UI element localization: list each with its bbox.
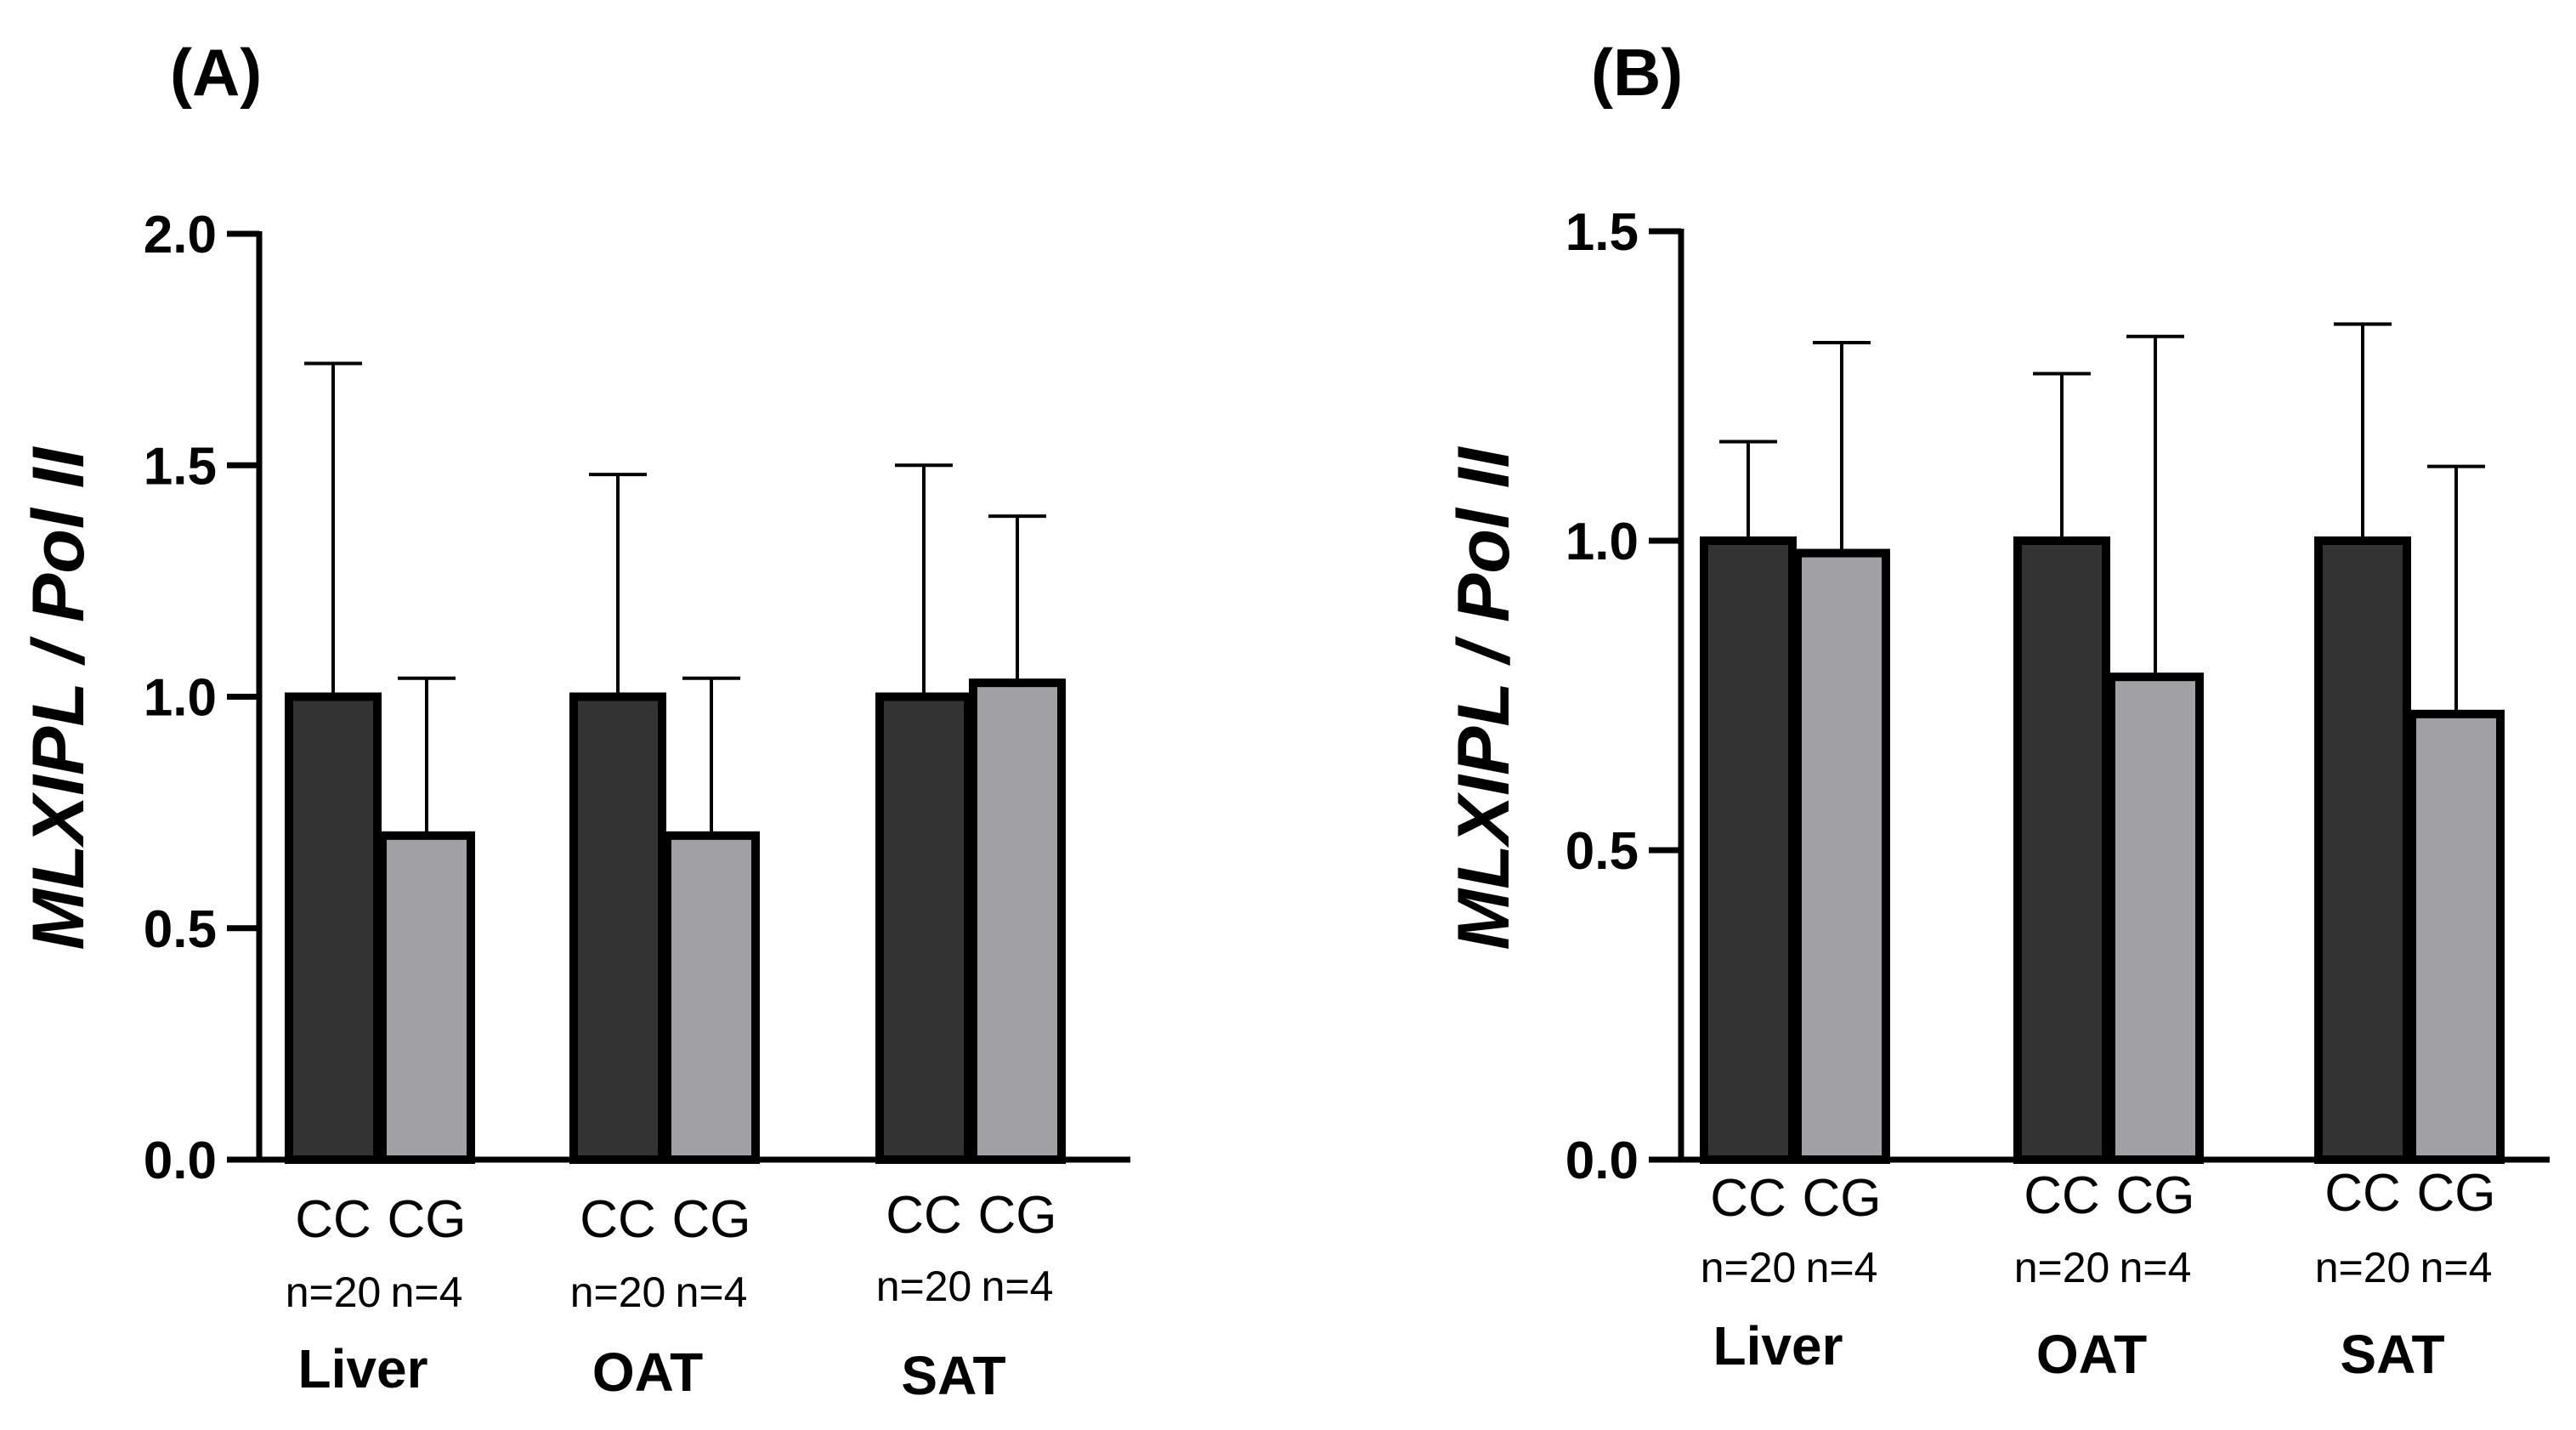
bar-genotype-label: CC [886,1186,962,1245]
bar-sample-size-label: n=4 [1806,1244,1878,1291]
bar-genotype-label: CG [2417,1164,2496,1223]
y-tick-label: 1.5 [144,437,217,496]
bar-sample-size-label: n=20 [1701,1244,1797,1291]
tissue-label: OAT [592,1342,703,1403]
bar-sample-size-label: n=4 [2420,1244,2493,1291]
y-tick-label: 1.0 [1565,513,1639,571]
panel-a: (A)MLXIPL / Pol II0.00.51.01.52.0CCn=20C… [18,35,1130,1406]
bar-sample-size-label: n=4 [676,1268,748,1316]
y-tick-label: 0.0 [144,1132,217,1190]
y-axis-label: MLXIPL / Pol II [18,445,99,950]
bar-genotype-label: CC [2024,1166,2100,1225]
bar-genotype-label: CC [2324,1164,2401,1223]
tissue-label: Liver [1713,1315,1843,1376]
y-axis-label: MLXIPL / Pol II [1443,445,1525,950]
y-tick-label: 1.0 [144,669,217,728]
y-tick-label: 0.5 [1565,822,1639,881]
tissue-label: OAT [2036,1324,2147,1385]
bar-genotype-label: CG [388,1190,467,1249]
bar-oat-cc [569,692,666,1164]
bar-liver-cg [1793,548,1890,1164]
bar-sample-size-label: n=20 [2315,1244,2411,1291]
bar-genotype-label: CG [1803,1169,1882,1228]
bar-genotype-label: CG [672,1190,751,1249]
bar-sample-size-label: n=20 [2014,1244,2110,1291]
bar-liver-cc [285,692,382,1164]
bar-liver-cc [1700,536,1797,1164]
y-tick-label: 0.0 [1565,1132,1639,1190]
tissue-label: SAT [2340,1324,2444,1385]
y-tick-label: 2.0 [144,206,217,264]
bar-sat-cg [969,678,1066,1164]
bar-sample-size-label: n=20 [286,1268,382,1316]
bar-sample-size-label: n=4 [2120,1244,2192,1291]
bar-sample-size-label: n=4 [391,1268,463,1316]
panel-label: (A) [170,35,262,110]
bar-sample-size-label: n=20 [570,1268,666,1316]
panel-b: (B)MLXIPL / Pol II0.00.51.01.5CCn=20CGn=… [1443,35,2550,1385]
panel-label: (B) [1591,35,1683,110]
bar-oat-cg [663,831,760,1164]
bar-oat-cc [2013,536,2110,1164]
y-tick-label: 0.5 [144,900,217,959]
tissue-label: SAT [901,1345,1005,1406]
bar-liver-cg [378,831,475,1164]
bar-sat-cc [875,692,972,1164]
bar-genotype-label: CG [978,1186,1057,1245]
bar-sat-cg [2408,709,2505,1164]
bar-genotype-label: CC [1710,1169,1786,1228]
bar-sat-cc [2314,536,2411,1164]
y-tick-label: 1.5 [1565,203,1639,262]
bar-genotype-label: CC [295,1190,371,1249]
bar-sample-size-label: n=20 [876,1263,972,1310]
bar-genotype-label: CC [580,1190,656,1249]
bar-oat-cg [2107,672,2204,1164]
bar-genotype-label: CG [2116,1166,2195,1225]
bar-sample-size-label: n=4 [982,1263,1054,1310]
tissue-label: Liver [298,1338,428,1399]
